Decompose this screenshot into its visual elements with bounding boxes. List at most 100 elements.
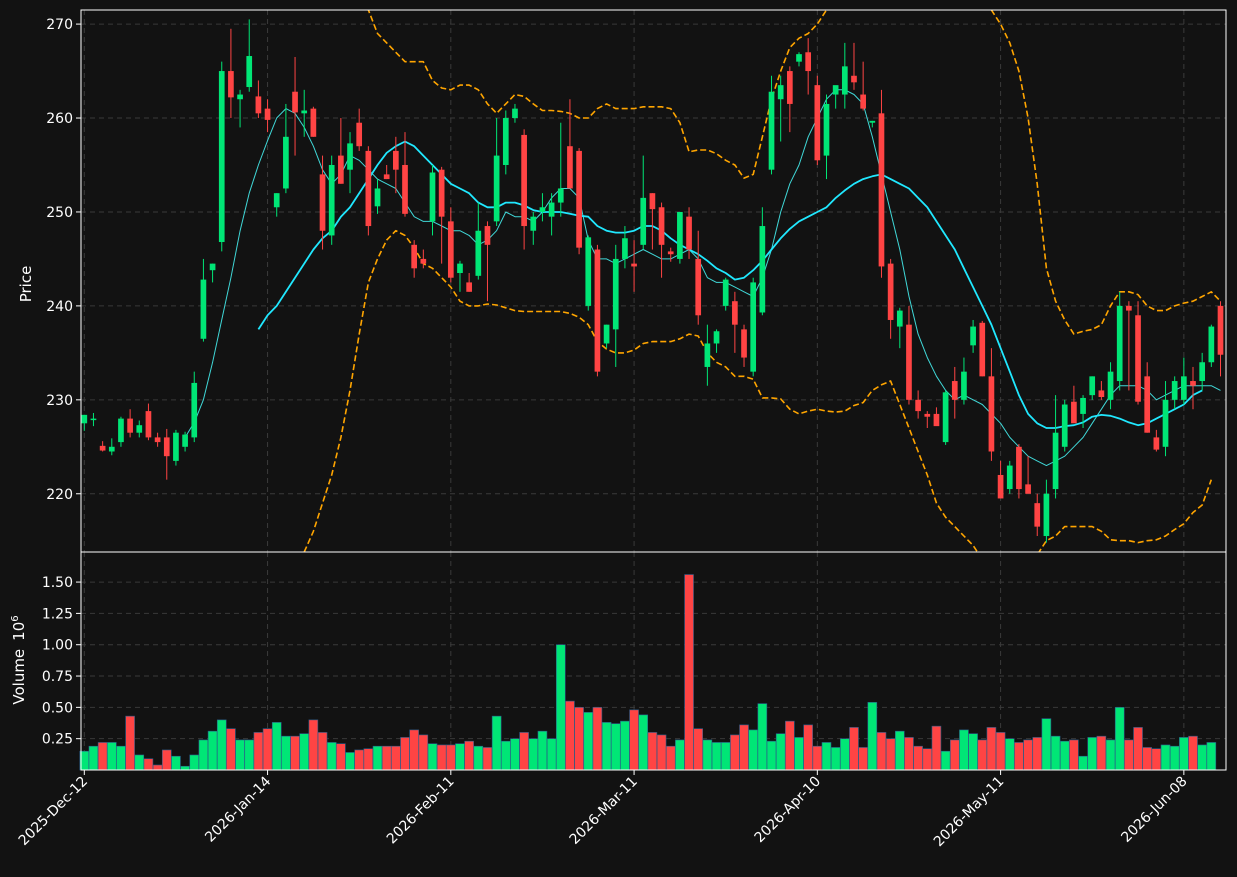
candle-body: [1126, 305, 1132, 311]
candle-body: [906, 324, 912, 400]
candle-body: [796, 54, 802, 62]
candle-body: [759, 226, 766, 313]
volume-bar: [574, 707, 584, 771]
volume-bar: [436, 744, 447, 771]
volume-bar: [840, 738, 850, 771]
candle-body: [970, 326, 976, 346]
candle-body: [246, 56, 253, 88]
volume-bar: [757, 703, 768, 771]
volume-tick-label: 0.75: [42, 669, 73, 685]
candle-body: [805, 52, 812, 72]
volume-bar: [620, 720, 630, 771]
candle-body: [457, 263, 463, 274]
price-tick-label: 230: [46, 393, 73, 409]
volume-bar: [546, 738, 557, 771]
volume-bar: [638, 714, 649, 771]
volume-bar: [125, 715, 135, 771]
candle-body: [832, 85, 839, 95]
candle-body: [1080, 397, 1086, 414]
candle-body: [640, 197, 647, 245]
volume-bar: [326, 742, 337, 771]
volume-bar: [656, 734, 667, 771]
candle-body: [402, 164, 408, 214]
candle-body: [814, 85, 821, 161]
candle-body: [347, 143, 353, 170]
volume-bar: [446, 744, 456, 771]
candle-body: [530, 216, 537, 231]
volume-bar: [299, 733, 309, 771]
candle-body: [1208, 326, 1215, 363]
volume-bar: [794, 737, 804, 771]
volume-bar: [995, 732, 1006, 771]
price-tick-label: 250: [46, 205, 73, 221]
candle-body: [951, 381, 958, 400]
candle-body: [1061, 404, 1068, 447]
volume-bar: [1078, 755, 1088, 771]
candle-body: [264, 108, 271, 120]
candle-body: [594, 249, 601, 372]
volume-bar: [143, 758, 154, 771]
candle-body: [548, 202, 555, 217]
volume-bar: [720, 742, 731, 771]
volume-bar: [904, 737, 914, 771]
volume-bar: [1179, 737, 1189, 771]
volume-bar: [510, 738, 520, 771]
candle-body: [603, 324, 610, 344]
candle-body: [1071, 401, 1077, 424]
candle-body: [1052, 432, 1059, 490]
volume-bar: [1105, 739, 1116, 771]
candle-body: [732, 301, 738, 325]
volume-bar: [1151, 748, 1162, 771]
fast-moving-average-line: [184, 89, 1221, 467]
volume-label-text: Volume: [10, 649, 28, 705]
candle-body: [209, 263, 216, 271]
volume-bar: [198, 739, 209, 771]
volume-bar: [427, 743, 438, 771]
price-axis-label: Price: [17, 266, 35, 303]
volume-bar: [372, 745, 383, 771]
volume-bar: [1096, 735, 1107, 771]
candle-body: [1034, 503, 1041, 527]
volume-bar: [290, 735, 300, 771]
candle-body: [787, 71, 793, 104]
candle-body: [301, 110, 308, 114]
candle-body: [136, 425, 143, 433]
candle-body: [704, 343, 711, 367]
volume-tick-label: 1.00: [42, 638, 73, 654]
bollinger-bands: [258, 10, 1222, 552]
volume-y-axis: 0.25 0.50 0.75 1.00 1.25 1.50: [42, 575, 81, 748]
candle-body: [878, 113, 885, 267]
volume-bar: [363, 748, 374, 771]
volume-bar: [473, 745, 484, 771]
volume-bar: [876, 732, 887, 771]
candle-body: [576, 150, 582, 248]
candle-body: [557, 188, 564, 203]
candle-body: [777, 85, 784, 100]
volume-bar: [1050, 735, 1061, 771]
volume-bar: [867, 702, 878, 771]
volume-bar: [858, 747, 868, 771]
volume-bar: [381, 745, 392, 771]
volume-bar: [161, 749, 172, 771]
candle-body: [237, 94, 243, 100]
volume-bar: [455, 743, 465, 771]
candle-body: [915, 399, 921, 412]
price-tick-label: 270: [46, 17, 73, 33]
volume-bar: [106, 742, 117, 771]
moving-averages: [184, 89, 1221, 467]
candle-body: [273, 193, 280, 208]
volume-bar: [235, 739, 245, 771]
candle-body: [1181, 376, 1187, 400]
candle-body: [255, 96, 262, 114]
candle-body: [356, 122, 363, 147]
candle-body: [1116, 305, 1123, 382]
volume-bar: [592, 707, 603, 771]
volume-bar: [244, 739, 255, 771]
volume-bar: [949, 739, 960, 771]
volume-bar: [491, 715, 502, 771]
volume-bar: [812, 745, 823, 771]
volume-bar: [565, 700, 575, 771]
volume-bar: [1197, 744, 1207, 771]
